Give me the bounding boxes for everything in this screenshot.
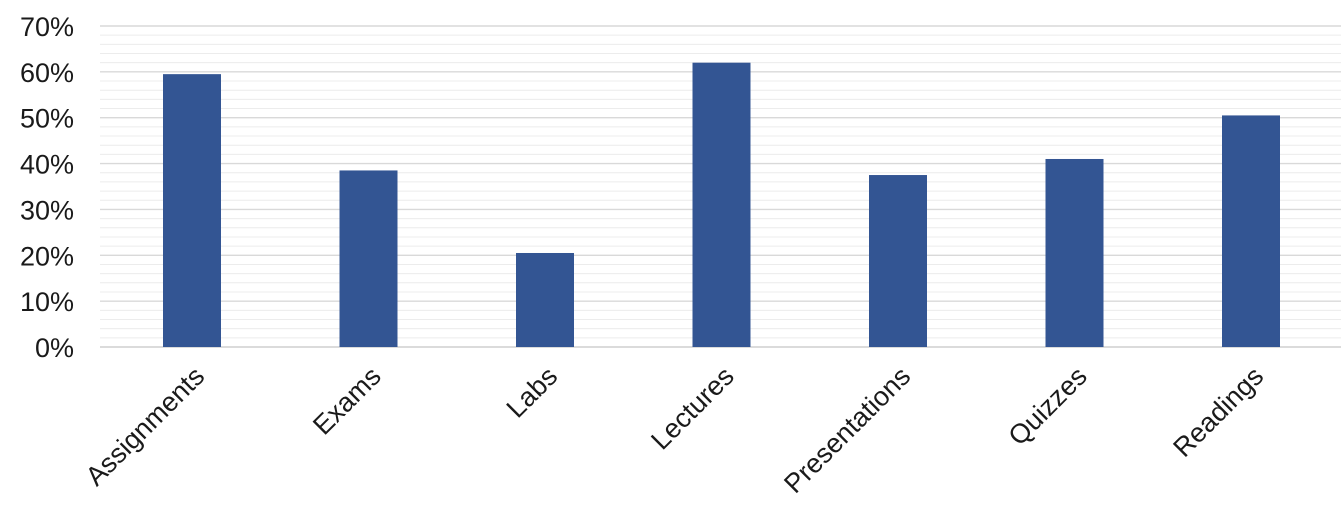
bar-readings [1222,115,1280,348]
x-tick-label: Labs [501,361,564,424]
x-tick-label: Readings [1167,361,1269,463]
bar-layer [163,62,1280,348]
x-tick-label: Lectures [645,361,739,455]
bar-quizzes [1045,158,1104,347]
y-tick-label: 40% [20,150,74,180]
y-tick-label: 30% [20,195,74,225]
x-tick-label: Exams [307,361,387,441]
y-tick-label: 60% [20,58,74,88]
x-tick-label: Quizzes [1003,361,1093,451]
bar-assignments [163,74,221,348]
y-tick-label: 10% [20,287,74,317]
bar-labs [516,252,574,347]
bar-exams [339,170,398,347]
x-axis-tick-labels: Assignments Exams Labs Lectures Presentation… [80,361,1270,499]
bar-lectures [692,62,751,347]
y-tick-label: 0% [35,333,74,363]
y-tick-label: 70% [20,12,74,42]
x-tick-label: Assignments [80,361,211,492]
y-tick-label: 50% [20,104,74,134]
bar-presentations [869,175,927,347]
x-tick-label: Presentations [778,361,916,499]
y-axis-tick-labels: 0% 10% 20% 30% 40% 50% 60% 70% [20,12,74,363]
y-tick-label: 20% [20,241,74,271]
